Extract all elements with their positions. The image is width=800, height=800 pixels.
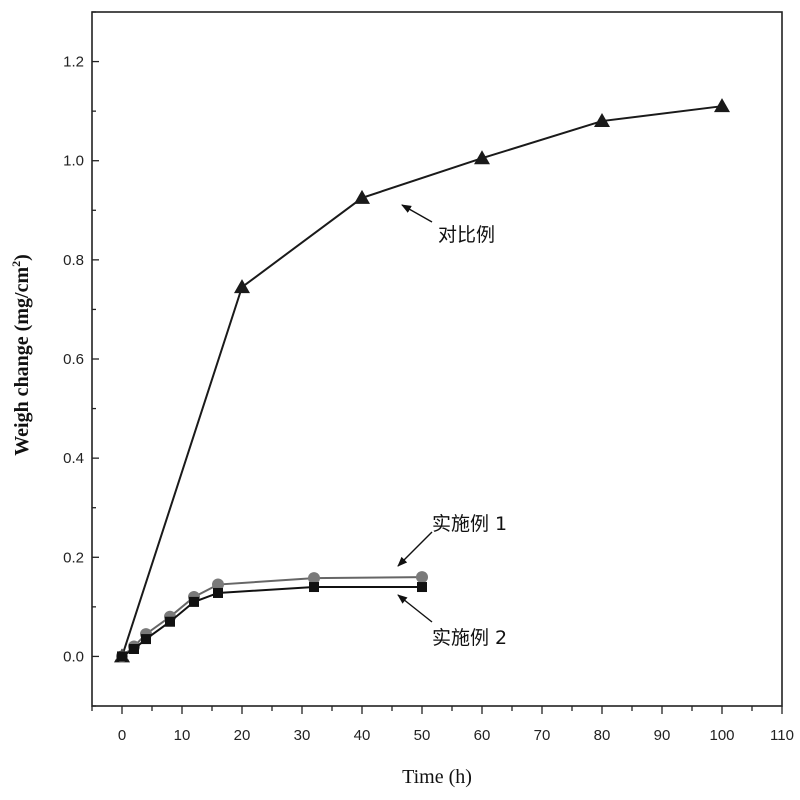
x-tick-label: 20 bbox=[234, 727, 251, 744]
x-axis-title: Time (h) bbox=[402, 766, 472, 788]
y-tick-label: 0.6 bbox=[63, 351, 84, 368]
annotation-example-1: 实施例 1 bbox=[432, 513, 507, 535]
x-tick-label: 40 bbox=[354, 727, 371, 744]
y-axis-title-superscript: 2 bbox=[9, 261, 23, 267]
series-circle bbox=[116, 571, 428, 663]
data-point-triangle bbox=[234, 279, 250, 294]
y-tick-label: 1.2 bbox=[63, 54, 84, 71]
annotation-layer: 对比例 实施例 1 实施例 2 bbox=[397, 204, 507, 649]
series-line bbox=[121, 105, 723, 657]
y-tick-label: 1.0 bbox=[63, 153, 84, 170]
data-point-square bbox=[417, 582, 427, 593]
data-point-square bbox=[165, 616, 175, 627]
series-triangle bbox=[114, 98, 730, 663]
y-axis-ticks: 0.0 0.2 0.4 0.6 0.8 1.0 1.2 bbox=[63, 11, 99, 707]
data-point-circle bbox=[212, 578, 224, 591]
annotation-comparative: 对比例 bbox=[438, 224, 495, 246]
x-tick-label: 50 bbox=[414, 727, 431, 744]
y-axis-title: Weigh change (mg/cm2) bbox=[9, 254, 33, 456]
data-point-square bbox=[189, 596, 199, 607]
x-tick-label: 10 bbox=[174, 727, 191, 744]
data-point-square bbox=[141, 634, 151, 645]
data-point-circle bbox=[416, 571, 428, 584]
data-point-circle bbox=[308, 572, 320, 585]
data-point-square bbox=[213, 587, 223, 598]
y-tick-label: 0.0 bbox=[63, 648, 84, 665]
x-tick-label: 60 bbox=[474, 727, 491, 744]
data-point-square bbox=[309, 582, 319, 593]
y-tick-label: 0.2 bbox=[63, 549, 84, 566]
y-axis-title-main: Weigh change (mg/cm bbox=[11, 267, 33, 456]
data-point-square bbox=[117, 651, 127, 662]
annotation-arrow-example-1 bbox=[397, 531, 433, 567]
data-point-triangle bbox=[594, 113, 610, 128]
data-point-triangle bbox=[474, 150, 490, 165]
x-tick-label: 30 bbox=[294, 727, 311, 744]
annotation-arrow-example-2 bbox=[397, 594, 433, 623]
series-layer bbox=[114, 98, 730, 663]
y-tick-label: 0.4 bbox=[63, 450, 84, 467]
y-axis-title-close: ) bbox=[11, 254, 33, 261]
x-axis-ticks: 0 10 20 30 40 50 60 70 80 90 100 110 bbox=[91, 706, 794, 744]
x-tick-label: 80 bbox=[594, 727, 611, 744]
data-point-triangle bbox=[714, 98, 730, 113]
y-tick-label: 0.8 bbox=[63, 252, 84, 269]
x-tick-label: 90 bbox=[654, 727, 671, 744]
annotation-example-2: 实施例 2 bbox=[432, 627, 507, 649]
annotation-arrow-comparative bbox=[401, 204, 433, 223]
data-point-triangle bbox=[354, 189, 370, 204]
x-tick-label: 110 bbox=[770, 727, 794, 744]
x-tick-label: 0 bbox=[118, 727, 126, 744]
data-point-square bbox=[129, 643, 139, 654]
series-square bbox=[117, 582, 427, 662]
x-tick-label: 100 bbox=[709, 727, 734, 744]
x-tick-label: 70 bbox=[534, 727, 551, 744]
